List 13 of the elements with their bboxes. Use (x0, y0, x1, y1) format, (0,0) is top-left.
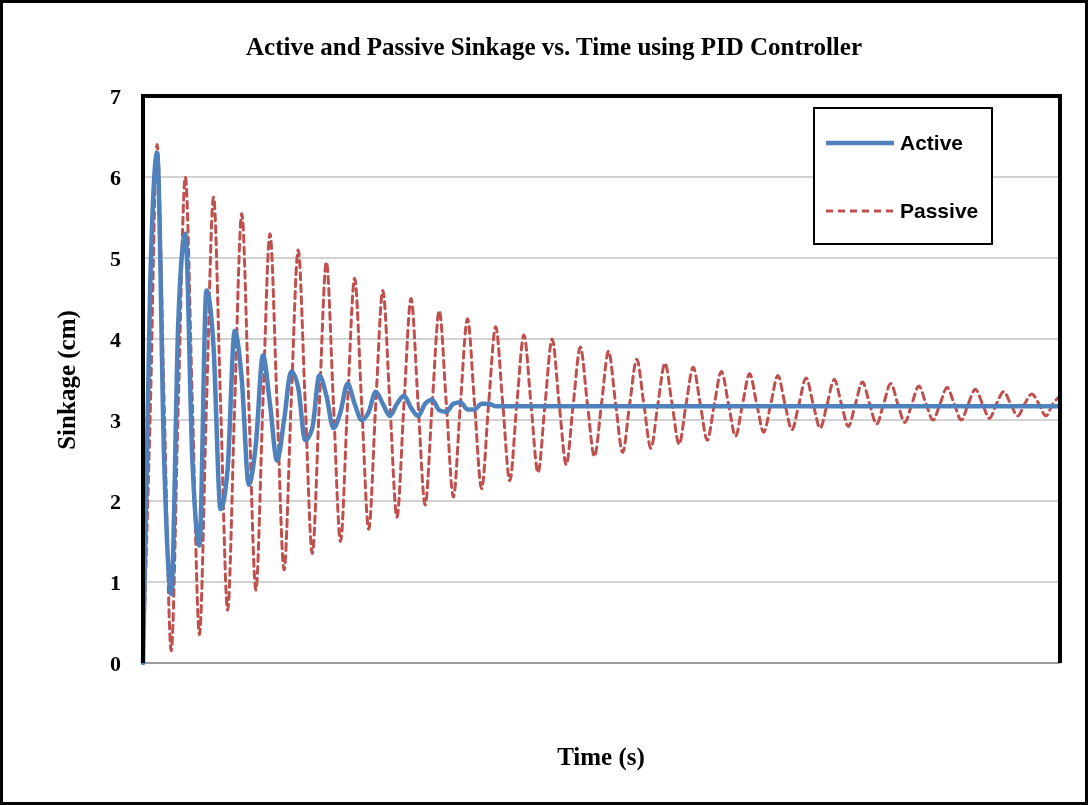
chart-title: Active and Passive Sinkage vs. Time using PID Controller (245, 33, 863, 60)
y-tick-label: 7 (110, 83, 121, 109)
y-tick-label: 0 (110, 650, 121, 676)
y-tick-label: 4 (110, 326, 121, 352)
y-tick-label: 3 (110, 407, 121, 433)
x-axis-title: Time (s) (557, 743, 645, 771)
y-axis-title: Sinkage (cm) (53, 310, 81, 450)
y-tick-label: 1 (110, 569, 121, 595)
y-tick-label: 6 (110, 164, 121, 190)
legend-label: Passive (900, 199, 979, 222)
legend-label: Active (900, 131, 964, 154)
y-tick-label: 5 (110, 245, 121, 271)
y-tick-label: 2 (110, 488, 121, 514)
